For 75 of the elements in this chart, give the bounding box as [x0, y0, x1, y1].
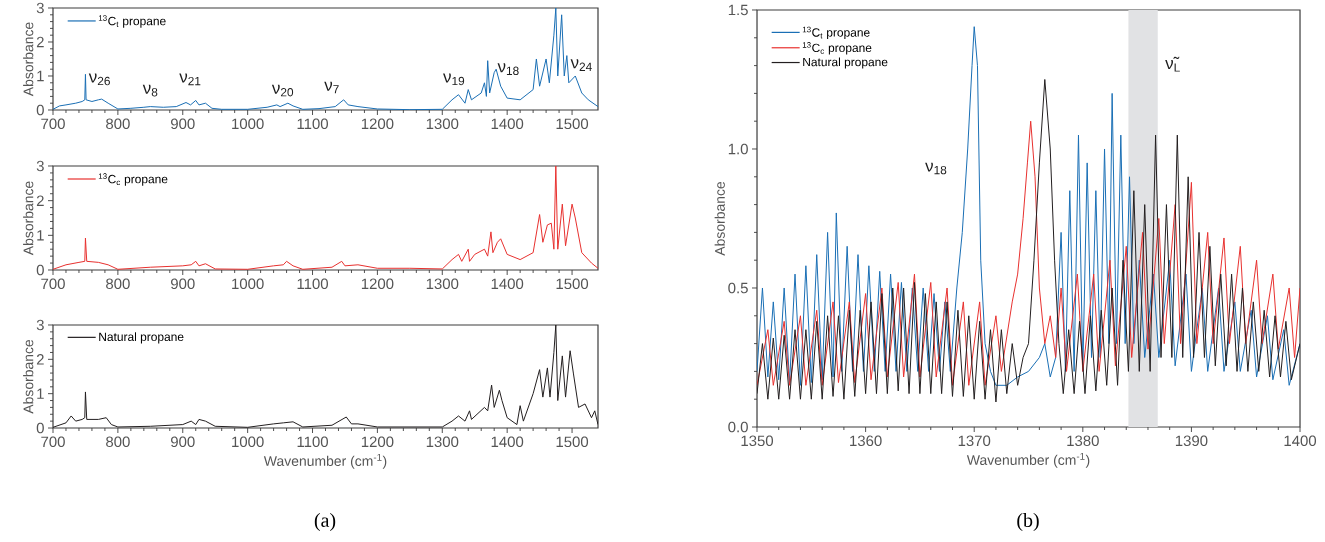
annotation: ν$_{19}$	[443, 73, 465, 86]
text: (b)	[1017, 512, 1039, 532]
x-tick-label: 1350	[741, 435, 774, 447]
annotation: ν$_{18}$	[497, 63, 519, 76]
y-tick-label: 2	[36, 36, 44, 48]
x-tick-label: 1300	[426, 278, 459, 290]
annotation: ν$_{18}$	[925, 162, 947, 175]
y-tick-label: 3	[36, 2, 44, 14]
x-tick-label: 900	[171, 118, 195, 130]
x-tick-label: 800	[106, 436, 130, 448]
x-tick-label: 1000	[232, 436, 264, 448]
y-tick-label: 0	[36, 264, 44, 276]
x-tick-label: 1100	[297, 118, 328, 130]
x-tick-label: 900	[171, 436, 195, 448]
y-tick-label: 0.5	[728, 282, 748, 294]
x-tick-label: 800	[106, 118, 130, 130]
y-tick-label: 1.5	[728, 4, 748, 16]
x-tick-label: 1100	[297, 436, 328, 448]
line-series	[757, 79, 1301, 403]
y-tick-label: 3	[36, 319, 44, 331]
legend-label: $^{13}$C$_{c}$ propane	[802, 42, 872, 55]
x-tick-label: 1400	[491, 436, 524, 448]
x-axis-title: Wavenumber (cm$^{-1}$)	[263, 453, 387, 469]
annotation: ν$_{26}$	[88, 73, 110, 86]
y-tick-label: 0.0	[728, 421, 748, 433]
y-tick-label: 1	[37, 388, 44, 399]
y-tick-label: 2	[36, 354, 44, 365]
annotation: ν$_{20}$	[271, 84, 294, 97]
y-axis-title: Absorbance	[714, 181, 725, 256]
annotation: ν̃$_{L}$	[1165, 56, 1180, 72]
x-tick-label: 1100	[297, 278, 328, 290]
x-tick-label: 1400	[491, 118, 524, 130]
x-tick-label: 1200	[361, 278, 394, 290]
legend-label: Natural propane	[99, 332, 184, 344]
text: (a)	[314, 512, 336, 532]
y-tick-label: 2	[36, 195, 44, 206]
line-series	[757, 120, 1301, 386]
x-tick-label: 1500	[556, 118, 589, 130]
x-tick-label: 1200	[361, 118, 394, 130]
x-tick-label: 1360	[850, 435, 882, 447]
x-tick-label: 1300	[426, 118, 459, 130]
y-axis-title: Absorbance	[23, 22, 34, 97]
y-tick-label: 3	[36, 160, 44, 172]
x-tick-label: 1370	[958, 435, 991, 447]
legend-label: $^{13}$C$_{t}$ propane	[98, 15, 166, 28]
x-tick-label: 900	[171, 278, 195, 290]
x-tick-label: 1000	[232, 278, 264, 290]
x-tick-label: 700	[41, 118, 65, 130]
y-axis-title: Absorbance	[23, 181, 34, 256]
x-tick-label: 1200	[361, 436, 394, 448]
y-tick-label: 1.0	[728, 143, 748, 155]
legend-label: Natural propane	[803, 57, 888, 69]
x-tick-label: 1400	[1284, 435, 1317, 447]
x-tick-label: 1400	[491, 278, 524, 290]
legend-label: $^{13}$C$_{t}$ propane	[802, 26, 870, 40]
y-tick-label: 1	[37, 230, 44, 241]
y-axis-title: Absorbance	[23, 339, 34, 414]
x-tick-label: 1500	[556, 436, 589, 448]
x-tick-label: 1300	[426, 436, 459, 448]
x-tick-label: 1000	[232, 118, 264, 130]
x-tick-label: 800	[106, 278, 130, 290]
annotation: ν$_{8}$	[142, 84, 158, 97]
x-tick-label: 1380	[1067, 435, 1099, 447]
x-tick-label: 1500	[556, 278, 589, 290]
y-tick-label: 0	[36, 104, 44, 116]
y-tick-label: 0	[36, 422, 44, 434]
x-axis-title: Wavenumber (cm$^{-1}$)	[966, 452, 1090, 468]
y-tick-label: 1	[37, 70, 44, 82]
x-tick-label: 700	[41, 278, 65, 290]
annotation: ν$_{21}$	[179, 73, 201, 86]
x-tick-label: 700	[41, 436, 65, 448]
annotation: ν$_{24}$	[570, 59, 592, 71]
x-tick-label: 1390	[1175, 435, 1208, 447]
annotation: ν$_{7}$	[324, 81, 339, 94]
legend-label: $^{13}$C$_{c}$ propane	[98, 173, 168, 186]
